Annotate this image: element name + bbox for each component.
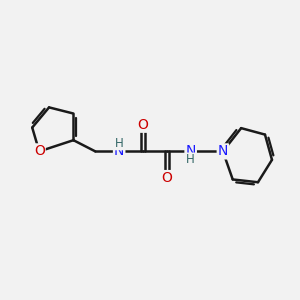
Text: H: H: [186, 153, 195, 166]
Text: N: N: [114, 144, 124, 158]
Text: N: N: [218, 144, 228, 158]
Text: O: O: [34, 144, 45, 158]
Text: N: N: [185, 144, 196, 158]
Text: O: O: [138, 118, 148, 132]
Text: H: H: [115, 137, 124, 150]
Text: O: O: [161, 171, 172, 185]
